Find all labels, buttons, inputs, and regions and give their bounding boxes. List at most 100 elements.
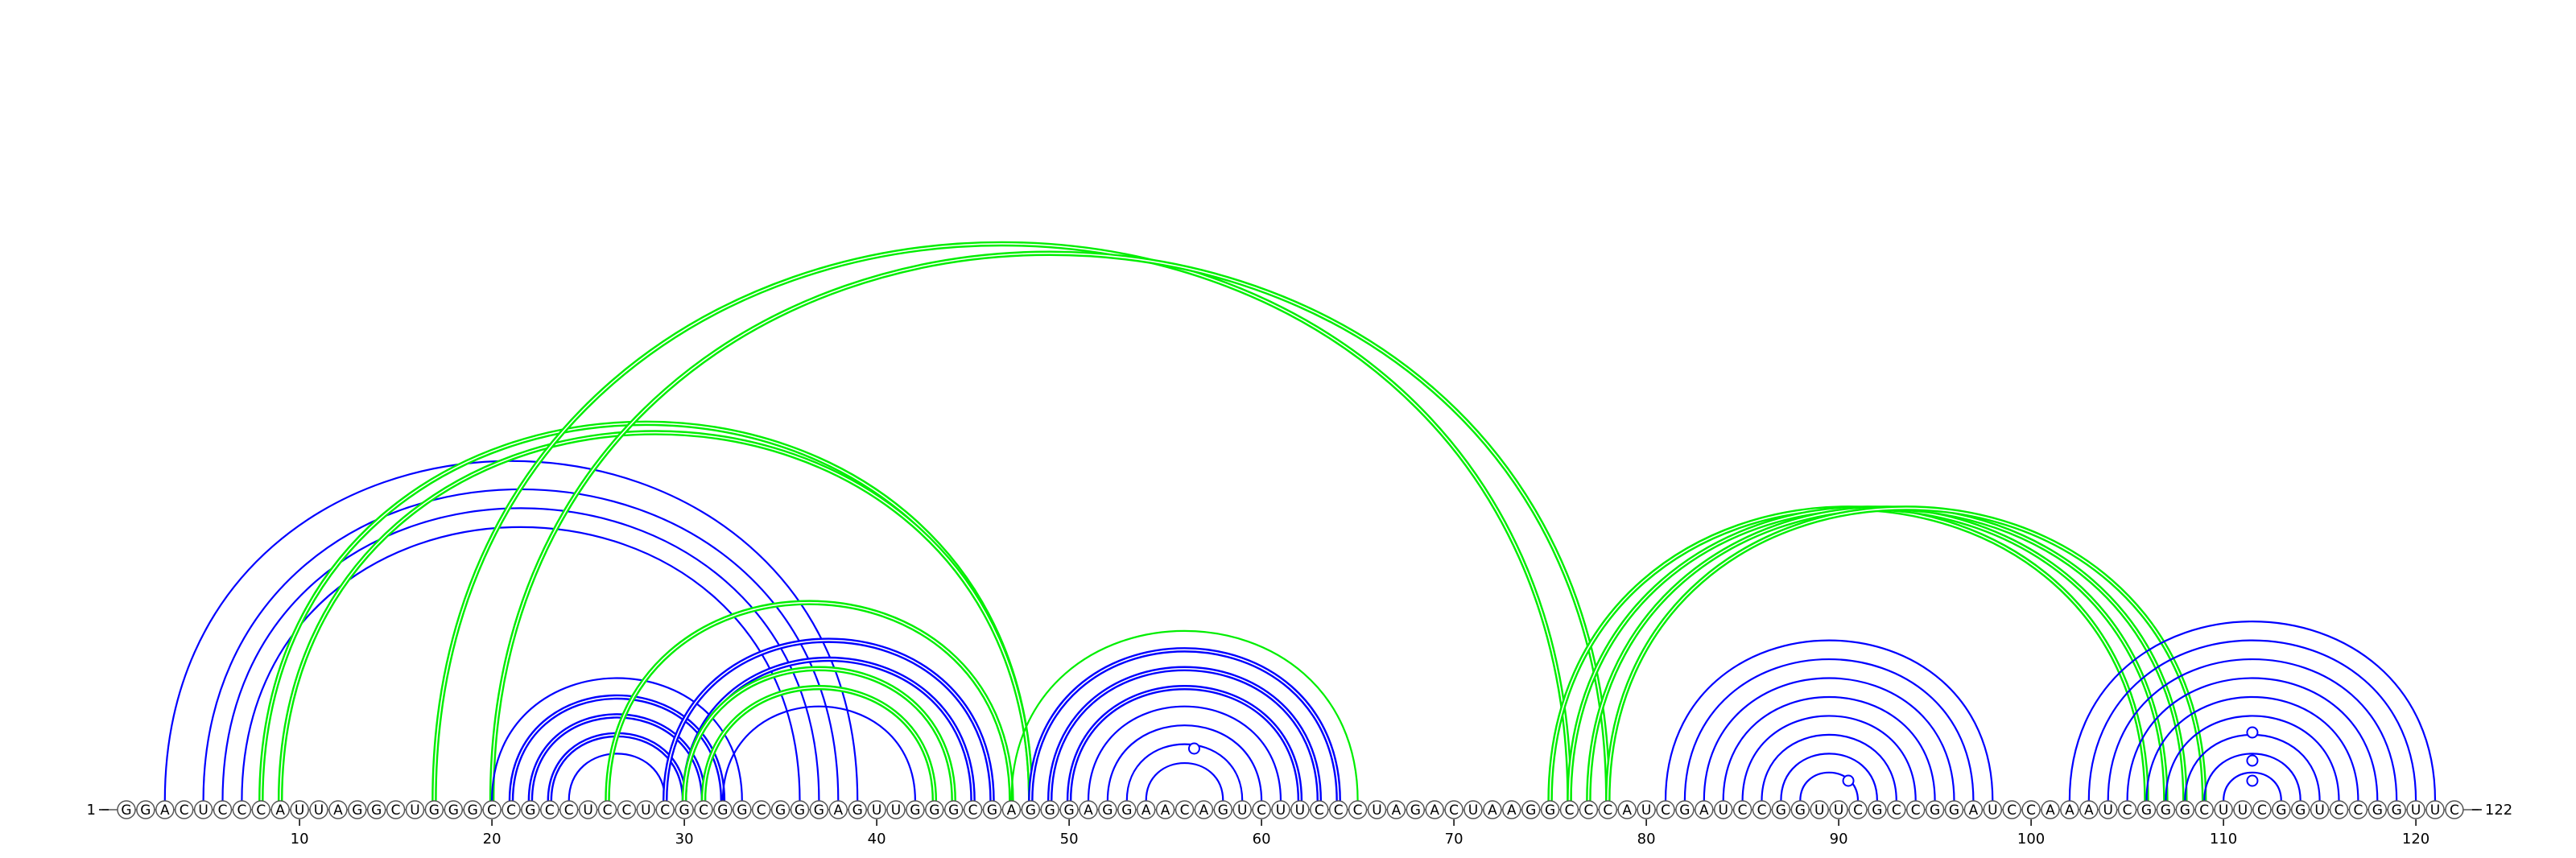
base-pair-arc [258,420,1034,802]
nucleotide-letter: C [1603,802,1612,819]
nucleotide-letter: G [140,802,151,819]
base-pair-arc [681,666,956,802]
nucleotide: C [1752,800,1772,819]
nucleotide: U [1271,800,1290,819]
nucleotide-letter: U [1372,802,1381,819]
nucleotide: C [655,800,675,819]
nucleotide-letter: G [448,802,459,819]
nucleotide: C [2117,800,2137,819]
nucleotide-letter: G [352,802,362,819]
nucleotide-letter: C [1353,802,1363,819]
nucleotide-letter: C [2257,802,2267,819]
nucleotide: U [309,800,328,819]
nucleotide: G [136,800,155,819]
nucleotide: G [809,800,829,819]
nucleotide-letter: A [2084,802,2094,819]
nucleotide-letter: U [2430,802,2440,819]
nucleotide: G [1098,800,1117,819]
nucleotide: U [1290,800,1310,819]
nucleotide-letter: C [968,802,978,819]
nucleotide: G [1021,800,1041,819]
nucleotide-letter: C [2450,802,2459,819]
tick-label: 90 [1830,831,1848,848]
nucleotide: C [540,800,559,819]
nucleotide: G [2368,800,2388,819]
nucleotide-letter: G [2141,802,2152,819]
nucleotide-letter: C [1661,802,1670,819]
base-pair-arc [431,241,1572,802]
nucleotide-letter: A [2065,802,2074,819]
nucleotide-letter: G [717,802,728,819]
nucleotide-letter: U [410,802,419,819]
nucleotide: G [2136,800,2157,819]
nucleotide: A [1963,800,1984,819]
nucleotide-letter: U [1468,802,1478,819]
nucleotide-letter: U [1718,802,1728,819]
nucleotide: A [155,800,175,819]
nucleotide: G [1771,800,1791,819]
nucleotide: C [597,800,617,819]
nucleotide-letter: C [1449,802,1459,819]
nucleotide: G [906,800,925,819]
nucleotide: C [1310,800,1329,819]
nucleotide-letter: G [2295,802,2306,819]
nucleotide: U [1637,800,1656,819]
nucleotide-letter: A [1007,802,1017,819]
nucleotide-letter: C [506,802,516,819]
nucleotide-letter: C [1911,802,1921,819]
nucleotide: G [1040,800,1059,819]
nucleotide: U [867,800,886,819]
base-pair-arc [1722,696,1936,802]
nucleotide-letter: U [314,802,324,819]
nucleotide: U [2098,800,2118,819]
nucleotide-letter: G [1121,802,1132,819]
nucleotide: G [1925,800,1945,819]
nucleotide: U [2406,800,2425,819]
nucleotide-letter: G [1218,802,1228,819]
nucleotide: U [2310,800,2330,819]
nucleotide: C [1328,800,1348,819]
base-pair-arc [1125,743,1244,802]
tick-label: 120 [2402,831,2429,848]
nucleotide-letter: G [795,802,805,819]
nucleotide: C [751,800,771,819]
nucleotide-letter: G [1930,802,1940,819]
base-pair-arc [1087,705,1282,802]
base-pair-arc [2203,753,2301,802]
nucleotide-letter: C [2199,802,2209,819]
nucleotide: G [2290,800,2310,819]
nucleotide: A [1194,800,1214,819]
nucleotide-letter: C [1583,802,1593,819]
nucleotide-letter: U [1237,802,1247,819]
tick-label: 10 [291,831,309,848]
nucleotide-letter: G [1410,802,1421,819]
nucleotide-letter: A [1161,802,1170,819]
nucleotide: C [2002,800,2021,819]
base-pair-arc [605,600,1014,802]
base-pair-arc [1028,647,1341,802]
base-pair-arc [2107,658,2398,802]
nucleotide: C [1848,800,1868,819]
nucleotide-letter: G [910,802,920,819]
nucleotide: A [1425,800,1444,819]
nucleotide-letter: G [1026,802,1036,819]
nucleotide-letter: C [180,802,189,819]
nucleotide-letter: G [2372,802,2383,819]
base-pair-arc [662,637,995,802]
nucleotide: U [636,800,656,819]
nucleotide: G [521,800,540,819]
nucleotide: C [2194,800,2214,819]
nucleotide-letter: G [1102,802,1113,819]
nucleotide-letter: U [2238,802,2248,819]
nucleotide-letter: C [1565,802,1575,819]
nucleotide: G [1868,800,1887,819]
nucleotide: G [713,800,733,819]
loop-marker [2246,726,2259,739]
nucleotide: C [251,800,271,819]
nucleotide: C [1732,800,1752,819]
nucleotide-letter: U [1641,802,1651,819]
nucleotide-letter: G [1872,802,1882,819]
base-pair-arc [277,430,1034,802]
nucleotide: C [2021,800,2041,819]
